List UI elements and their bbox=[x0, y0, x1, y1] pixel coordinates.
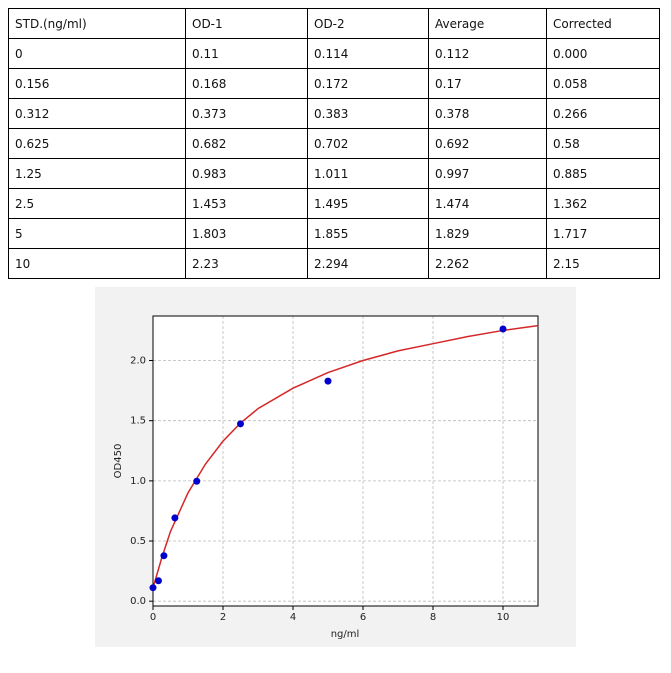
table-cell: 2.294 bbox=[307, 248, 429, 279]
data-point bbox=[149, 584, 157, 592]
table-cell: 1.855 bbox=[307, 218, 429, 249]
table-row: 0 0.11 0.114 0.112 0.000 bbox=[8, 38, 660, 69]
table-cell: 0.997 bbox=[428, 158, 547, 189]
data-point bbox=[324, 377, 332, 385]
data-point bbox=[237, 420, 244, 428]
table-cell: STD.(ng/ml) bbox=[8, 8, 186, 39]
plot-area bbox=[153, 316, 538, 606]
data-point bbox=[499, 325, 507, 333]
table-cell: 2.15 bbox=[546, 248, 660, 279]
x-tick-label: 2 bbox=[220, 612, 226, 623]
y-tick-label: 1.5 bbox=[130, 416, 146, 427]
y-tick-label: 0.5 bbox=[130, 536, 146, 547]
y-tick-label: 0.0 bbox=[130, 596, 146, 607]
table-cell: 2.262 bbox=[428, 248, 547, 279]
table-row: 0.312 0.373 0.383 0.378 0.266 bbox=[8, 98, 660, 129]
table-cell: 0.692 bbox=[428, 128, 547, 159]
y-axis-label: OD450 bbox=[113, 444, 124, 479]
table-cell: 1.717 bbox=[546, 218, 660, 249]
table-cell: 0.172 bbox=[307, 68, 429, 99]
data-point bbox=[193, 477, 201, 485]
data-point bbox=[154, 577, 162, 585]
table-cell: 0.682 bbox=[185, 128, 308, 159]
table-cell: Average bbox=[428, 8, 547, 39]
y-tick-label: 1.0 bbox=[130, 476, 146, 487]
table-cell: 2.23 bbox=[185, 248, 308, 279]
plot-frame bbox=[152, 315, 539, 607]
table-cell: 0.312 bbox=[8, 98, 186, 129]
table-cell: 0.114 bbox=[307, 38, 429, 69]
table-cell: 0.378 bbox=[428, 98, 547, 129]
table-cell: 10 bbox=[8, 248, 186, 279]
table-cell: 0.383 bbox=[307, 98, 429, 129]
x-tick-label: 8 bbox=[430, 612, 436, 623]
header-row: STD.(ng/ml) OD-1 OD-2 Average Corrected bbox=[8, 8, 660, 39]
table-cell: 0.885 bbox=[546, 158, 660, 189]
table-row: 10 2.23 2.294 2.262 2.15 bbox=[8, 248, 660, 279]
table-cell: 0.11 bbox=[185, 38, 308, 69]
x-tick-label: 10 bbox=[497, 612, 510, 623]
table-cell: 0.17 bbox=[428, 68, 547, 99]
x-tick-label: 0 bbox=[150, 612, 156, 623]
table-cell: 0.983 bbox=[185, 158, 308, 189]
data-point bbox=[171, 514, 179, 522]
table-cell: Corrected bbox=[546, 8, 660, 39]
table-cell: 2.5 bbox=[8, 188, 186, 219]
x-tick-label: 6 bbox=[360, 612, 366, 623]
x-axis-label: ng/ml bbox=[331, 629, 360, 640]
data-table: STD.(ng/ml) OD-1 OD-2 Average Corrected 0 0.11… bbox=[8, 8, 660, 279]
x-tick-label: 4 bbox=[290, 612, 296, 623]
table-row: 5 1.803 1.855 1.829 1.717 bbox=[8, 218, 660, 249]
y-tick-label: 2.0 bbox=[130, 356, 146, 367]
table-cell: 1.362 bbox=[546, 188, 660, 219]
table-cell: OD-1 bbox=[185, 8, 308, 39]
data-point bbox=[160, 552, 168, 560]
fit-curve bbox=[152, 324, 539, 589]
